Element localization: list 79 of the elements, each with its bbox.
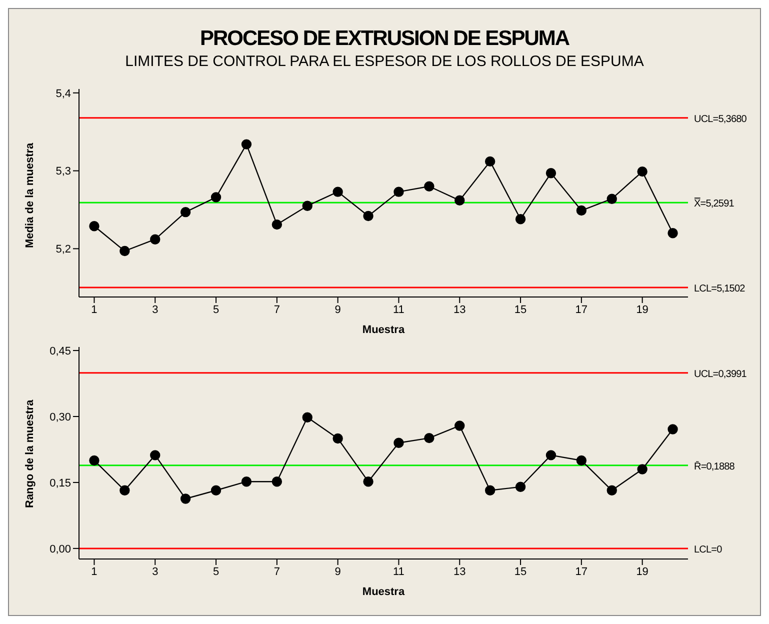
ref-line-label: X̿=5,2591 (694, 198, 735, 210)
point (89, 221, 100, 232)
point (668, 228, 678, 238)
x-tick-label: 9 (334, 304, 341, 316)
point (576, 205, 587, 216)
x-tick-label: 1 (91, 566, 98, 578)
chart-subtitle: LIMITES DE CONTROL PARA EL ESPESOR DE LOS ROLLOS DE ESPUMA (124, 53, 645, 70)
x-tick-label: 15 (514, 304, 527, 316)
x-axis-title: Muestra (362, 586, 406, 598)
ref-line-label: LCL=0 (694, 544, 723, 556)
point (89, 455, 100, 466)
point (454, 195, 465, 206)
point (515, 482, 526, 492)
y-axis-title: Rango de la muestra (24, 398, 36, 508)
point (637, 166, 648, 177)
x-tick-label: 9 (334, 566, 341, 578)
point (302, 412, 312, 422)
x-tick-label: 19 (636, 304, 648, 316)
point (150, 234, 160, 244)
x-tick-label: 7 (274, 304, 280, 316)
point (363, 476, 374, 487)
point (484, 485, 496, 496)
point (606, 485, 617, 496)
x-tick-label: 15 (514, 566, 527, 578)
point (515, 214, 526, 224)
point (484, 156, 496, 167)
point (394, 438, 404, 448)
point (546, 168, 556, 178)
point (272, 476, 282, 487)
point (120, 246, 130, 256)
ref-line-label: UCL=5,3680 (694, 114, 748, 125)
x-axis-title: Muestra (362, 324, 406, 336)
point (363, 210, 374, 222)
y-tick-label: 5,4 (56, 88, 71, 100)
point (637, 464, 648, 474)
x-tick-label: 11 (393, 304, 404, 316)
x-tick-label: 3 (152, 566, 158, 578)
x-tick-label: 17 (575, 566, 588, 578)
x-tick-label: 1 (91, 304, 98, 316)
point (180, 206, 191, 218)
ref-line-label: LCL=5,1502 (694, 283, 746, 294)
point (210, 192, 222, 202)
y-tick-label: 0,30 (50, 411, 71, 424)
x-tick-label: 13 (454, 566, 466, 578)
y-tick-label: 5,2 (56, 244, 71, 256)
y-tick-label: 0,00 (50, 543, 71, 556)
point (424, 432, 434, 444)
x-tick-label: 17 (575, 304, 588, 316)
point (120, 485, 130, 496)
point (454, 420, 465, 431)
y-tick-label: 5,3 (56, 166, 71, 178)
point (332, 433, 343, 444)
x-tick-label: 5 (212, 566, 220, 578)
point (394, 186, 404, 197)
point (210, 485, 222, 496)
ref-line-label: UCL=0,3991 (694, 368, 748, 380)
x-tick-label: 7 (274, 566, 280, 578)
x-tick-label: 11 (393, 566, 404, 578)
y-axis-title: Media de la muestra (24, 142, 36, 248)
point (332, 186, 343, 197)
x-tick-label: 19 (636, 566, 648, 578)
point (150, 450, 160, 460)
point (272, 219, 282, 230)
point (424, 181, 434, 192)
ref-line-label: R̄=0,1888 (694, 460, 736, 472)
y-tick-label: 0,45 (50, 345, 71, 358)
y-tick-label: 0,15 (50, 477, 71, 490)
point (546, 450, 556, 460)
x-tick-label: 13 (454, 304, 466, 316)
x-tick-label: 5 (212, 304, 220, 316)
point (180, 494, 191, 504)
x-tick-label: 3 (152, 304, 158, 316)
point (576, 455, 587, 466)
point (241, 476, 252, 487)
point (668, 424, 678, 434)
point (302, 200, 312, 211)
point (606, 194, 617, 204)
chart-title: PROCESO DE EXTRUSION DE ESPUMA (198, 27, 570, 51)
point (241, 139, 252, 150)
